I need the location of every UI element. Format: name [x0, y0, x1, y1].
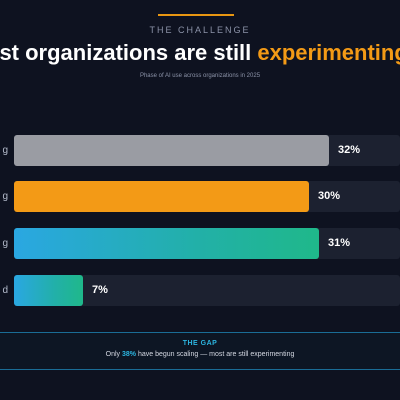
chart-subtitle: Phase of AI use across organizations in … [139, 73, 261, 79]
bar-value-label: 7% [92, 284, 108, 296]
gap-text-after: have begun scaling — most are still expe… [136, 351, 295, 358]
category-label-text: g [2, 145, 8, 156]
category-label-text: g [2, 191, 8, 202]
bar-value-label: 30% [318, 190, 341, 202]
gap-highlight-value: 38% [121, 351, 136, 358]
bar [14, 275, 83, 306]
gap-callout-box [0, 332, 400, 370]
category-label: d [0, 275, 8, 306]
category-label: g [0, 181, 8, 212]
bar-row: g 32% [0, 135, 400, 166]
gap-text-before: Only [105, 351, 122, 358]
bar [14, 135, 329, 166]
title-main-text: ost organizations are still [0, 40, 258, 65]
bar [14, 228, 319, 259]
category-label-text: g [2, 238, 8, 249]
bar-value-label: 32% [338, 144, 361, 156]
category-label: g [0, 228, 8, 259]
eyebrow-divider [158, 14, 234, 16]
bar-row: d 7% [0, 275, 400, 306]
page-title: ost organizations are still experimentin… [0, 38, 400, 72]
bar [14, 181, 309, 212]
title-accent-text: experimenting [257, 40, 400, 65]
bar-row: g 30% [0, 181, 400, 212]
gap-text: Only 38% have begun scaling — most are s… [0, 351, 400, 358]
bar-value-label: 31% [328, 237, 351, 249]
category-label-text: d [2, 285, 8, 296]
bar-row: g 31% [0, 228, 400, 259]
category-label: g [0, 135, 8, 166]
eyebrow-label: THE CHALLENGE [149, 25, 251, 35]
gap-title: THE GAP [182, 340, 218, 347]
